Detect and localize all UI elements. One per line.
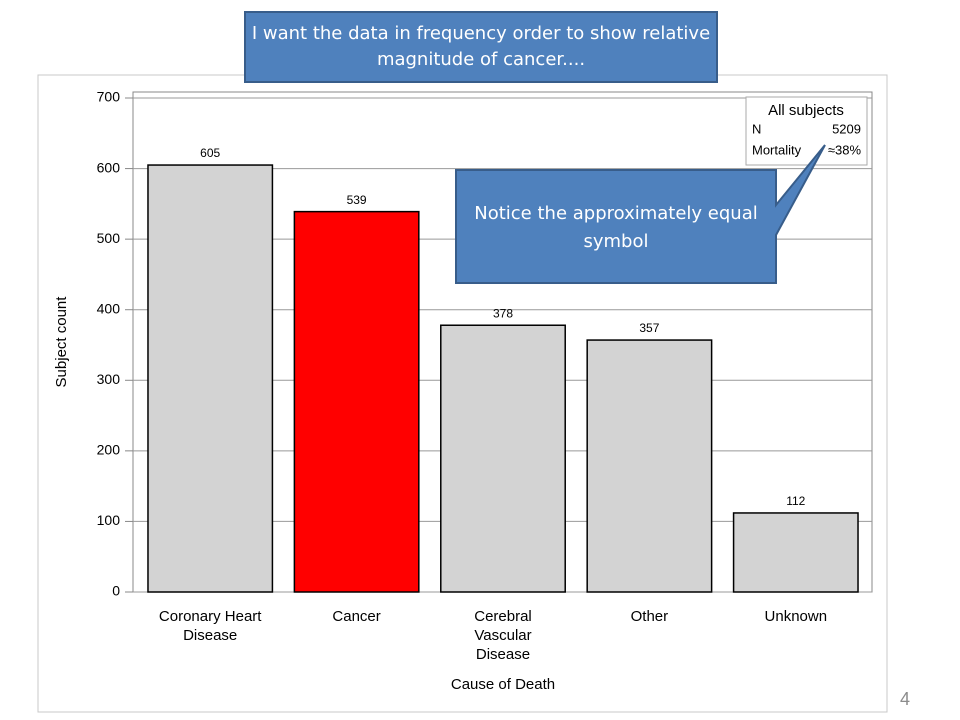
y-tick-label: 700 [97, 89, 121, 105]
bar [586, 339, 713, 593]
callout-text: I want the data in frequency order to sh… [251, 23, 711, 70]
x-axis-label: Cause of Death [451, 676, 555, 693]
inset-value: 5209 [832, 121, 861, 136]
value-label: 378 [493, 306, 513, 320]
y-tick-label: 200 [97, 442, 121, 458]
value-label: 112 [786, 494, 805, 508]
value-label: 357 [639, 321, 659, 335]
bar [732, 512, 859, 593]
x-tick-label: Cancer [332, 608, 381, 625]
x-tick-label: Coronary Heart Disease [158, 608, 262, 644]
x-tick-label: Cerebral Vascular Disease [474, 608, 532, 663]
bar [293, 210, 420, 593]
callout-box [455, 144, 826, 284]
y-tick-label: 300 [97, 371, 121, 387]
x-tick-label: Other [630, 608, 669, 625]
bars: 0 100 200 300 400 500 600 700 605 539 378 357 112 [97, 89, 872, 599]
inset-value: ≈38% [828, 142, 862, 157]
y-tick-label: 100 [97, 512, 121, 528]
y-tick-label: 0 [112, 583, 120, 599]
y-tick-label: 400 [97, 300, 121, 316]
bar [440, 324, 566, 593]
inset-key: Mortality [752, 142, 802, 157]
callout-box [244, 11, 718, 83]
x-tick-label: Unknown [764, 608, 828, 625]
inset-key: N [752, 121, 761, 136]
inset-box [745, 96, 868, 166]
value-label: 539 [347, 193, 367, 207]
value-label: 605 [200, 146, 220, 160]
y-tick-label: 600 [97, 159, 121, 175]
bar [147, 164, 274, 593]
y-tick-label: 500 [97, 230, 121, 246]
y-axis-label: Subject count [53, 296, 70, 388]
callout-text: Notice the approximately equal symbol [474, 203, 758, 252]
inset-title: All subjects [768, 102, 844, 119]
slide-number: 4 [900, 689, 910, 709]
